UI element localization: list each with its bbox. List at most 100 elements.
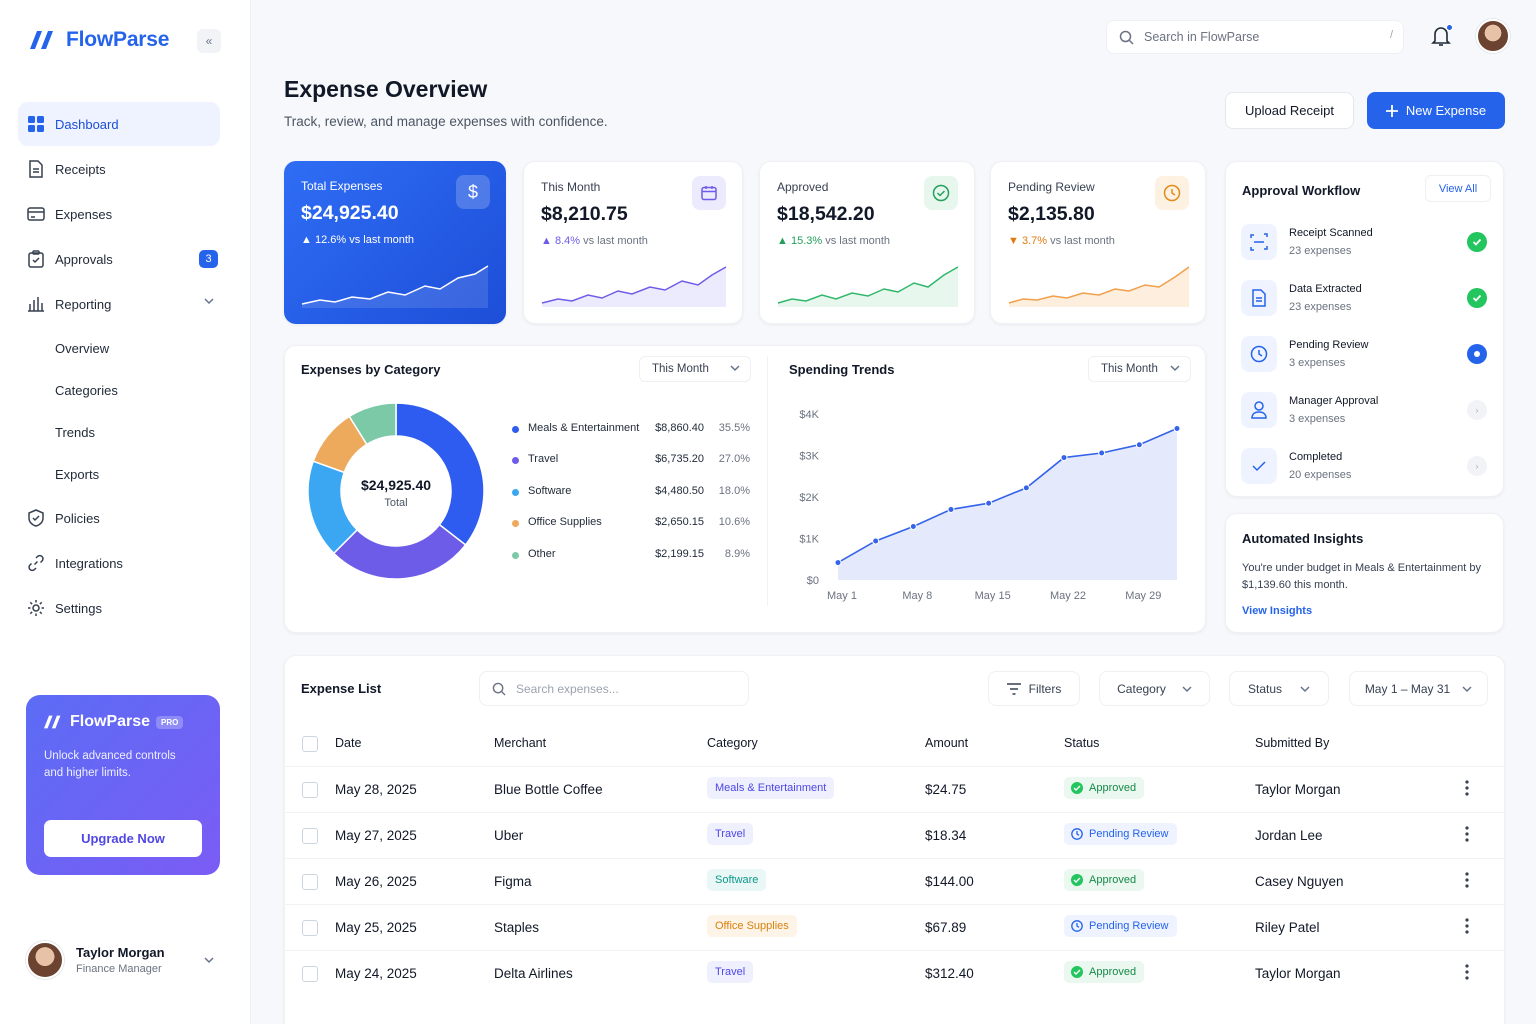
table-row[interactable] — [284, 812, 1505, 858]
trend-point[interactable] — [834, 559, 842, 567]
stat-label: This Month — [541, 180, 601, 194]
row-checkbox[interactable] — [302, 966, 318, 982]
category-period-dropdown[interactable]: This Month — [639, 356, 751, 382]
column-header-submitted-by[interactable]: Submitted By — [1255, 736, 1330, 750]
sidebar-item-reporting[interactable]: Reporting — [18, 282, 220, 326]
legend-value: $6,735.20 — [655, 453, 704, 465]
sidebar-subitem-categories[interactable]: Categories — [55, 383, 118, 398]
category-filter-dropdown[interactable]: Category — [1099, 671, 1210, 706]
donut-slice[interactable] — [395, 402, 485, 546]
column-header-amount[interactable]: Amount — [925, 736, 969, 750]
sidebar-item-expenses[interactable]: Expenses — [18, 192, 220, 236]
legend-item[interactable]: Travel $6,735.20 27.0% — [512, 453, 752, 467]
filters-button[interactable]: Filters — [988, 671, 1080, 706]
trends-period-dropdown[interactable]: This Month — [1088, 356, 1191, 382]
date-range-dropdown[interactable]: May 1 – May 31 — [1349, 671, 1488, 706]
sidebar-subitem-trends[interactable]: Trends — [55, 425, 95, 440]
legend-item[interactable]: Office Supplies $2,650.15 10.6% — [512, 516, 752, 530]
status-label: Approved — [1089, 874, 1137, 886]
trend-point[interactable] — [985, 499, 993, 507]
table-row[interactable] — [284, 904, 1505, 950]
sidebar-item-dashboard[interactable]: Dashboard — [18, 102, 220, 146]
filters-label: Filters — [1028, 681, 1062, 696]
sidebar-item-policies[interactable]: Policies — [18, 496, 220, 540]
x-tick-label: May 29 — [1125, 590, 1161, 602]
row-checkbox[interactable] — [302, 920, 318, 936]
trend-point[interactable] — [947, 505, 955, 513]
clipboard-check-icon — [27, 250, 45, 268]
column-header-category[interactable]: Category — [707, 736, 758, 750]
donut-slice[interactable] — [348, 402, 397, 446]
workflow-step[interactable]: Completed 20 expenses › — [1241, 448, 1489, 488]
sidebar-subitem-overview[interactable]: Overview — [55, 341, 110, 356]
legend-item[interactable]: Other $2,199.15 8.9% — [512, 548, 752, 562]
stat-card-this-month[interactable]: This Month $8,210.75 ▲ 8.4% vs last mont… — [523, 161, 743, 324]
status-filter-dropdown[interactable]: Status — [1229, 671, 1329, 706]
sidebar-item-settings[interactable]: Settings — [18, 586, 220, 630]
row-checkbox[interactable] — [302, 828, 318, 844]
new-expense-button[interactable]: New Expense — [1367, 92, 1505, 129]
page-title: Expense Overview — [284, 76, 488, 102]
more-options-icon[interactable] — [1465, 964, 1469, 980]
upload-receipt-button[interactable]: Upload Receipt — [1225, 92, 1354, 129]
trend-point[interactable] — [872, 537, 880, 545]
row-checkbox[interactable] — [302, 874, 318, 890]
trend-point[interactable] — [1135, 441, 1143, 449]
workflow-step[interactable]: Pending Review 3 expenses — [1241, 336, 1489, 376]
trend-point[interactable] — [909, 522, 917, 530]
expense-search-input[interactable]: Search expenses... — [479, 671, 749, 706]
approvals-count-badge: 3 — [199, 250, 218, 268]
category-badge: Meals & Entertainment — [707, 777, 835, 799]
status-badge: Pending Review — [1064, 823, 1177, 845]
spending-trends-chart: $4K $3K $2K $1K $0 May 1 May 8 May 15 May 22 May … — [799, 409, 1181, 602]
table-row[interactable] — [284, 858, 1505, 904]
trend-point[interactable] — [1022, 484, 1030, 492]
legend-percent: 8.9% — [724, 548, 750, 560]
legend-percent: 27.0% — [718, 453, 750, 465]
sidebar-subitem-exports[interactable]: Exports — [55, 467, 100, 482]
view-insights-link[interactable]: View Insights — [1242, 605, 1313, 617]
view-all-button[interactable]: View All — [1425, 175, 1491, 202]
stat-card-total-expenses[interactable]: Total Expenses $24,925.40 ▲ 12.6% vs las… — [284, 161, 506, 324]
row-amount: $312.40 — [925, 966, 974, 981]
collapse-sidebar-button[interactable]: « — [197, 29, 221, 53]
clock-icon — [1071, 828, 1083, 840]
upgrade-now-button[interactable]: Upgrade Now — [44, 820, 202, 857]
row-date: May 26, 2025 — [335, 874, 417, 889]
clock-icon — [1155, 176, 1189, 210]
sidebar-item-label: Reporting — [55, 296, 112, 312]
column-header-merchant[interactable]: Merchant — [494, 736, 547, 750]
trend-point[interactable] — [1098, 449, 1106, 457]
more-options-icon[interactable] — [1465, 918, 1469, 934]
legend-item[interactable]: Software $4,480.50 18.0% — [512, 485, 752, 499]
legend-item[interactable]: Meals & Entertainment $8,860.40 35.5% — [512, 422, 752, 436]
user-avatar[interactable] — [1476, 19, 1510, 53]
clock-icon — [1071, 920, 1083, 932]
user-profile[interactable]: Taylor Morgan Finance Manager — [26, 940, 220, 980]
global-search-input[interactable]: Search in FlowParse / — [1106, 20, 1404, 54]
more-options-icon[interactable] — [1465, 826, 1469, 842]
stat-card-pending-review[interactable]: Pending Review $2,135.80 ▼ 3.7% vs last … — [990, 161, 1206, 324]
check-icon — [1241, 448, 1277, 484]
notifications-button[interactable] — [1431, 25, 1451, 47]
column-header-date[interactable]: Date — [335, 736, 362, 750]
table-row[interactable] — [284, 950, 1505, 996]
stat-value: $18,542.20 — [777, 203, 875, 225]
table-row[interactable] — [284, 766, 1505, 812]
more-options-icon[interactable] — [1465, 780, 1469, 796]
more-options-icon[interactable] — [1465, 872, 1469, 888]
stat-card-approved[interactable]: Approved $18,542.20 ▲ 15.3% vs last mont… — [759, 161, 975, 324]
row-checkbox[interactable] — [302, 782, 318, 798]
trend-point[interactable] — [1060, 454, 1068, 462]
trend-point[interactable] — [1173, 425, 1181, 433]
workflow-step[interactable]: Data Extracted 23 expenses — [1241, 280, 1489, 320]
status-badge: Approved — [1064, 777, 1145, 799]
sidebar-item-integrations[interactable]: Integrations — [18, 541, 220, 585]
column-header-status[interactable]: Status — [1064, 736, 1100, 750]
select-all-checkbox[interactable] — [302, 736, 318, 752]
app-logo[interactable]: FlowParse — [30, 28, 169, 52]
workflow-step[interactable]: Receipt Scanned 23 expenses — [1241, 224, 1489, 264]
workflow-step[interactable]: Manager Approval 3 expenses › — [1241, 392, 1489, 432]
sidebar-item-receipts[interactable]: Receipts — [18, 147, 220, 191]
sidebar-item-approvals[interactable]: Approvals 3 — [18, 237, 220, 281]
